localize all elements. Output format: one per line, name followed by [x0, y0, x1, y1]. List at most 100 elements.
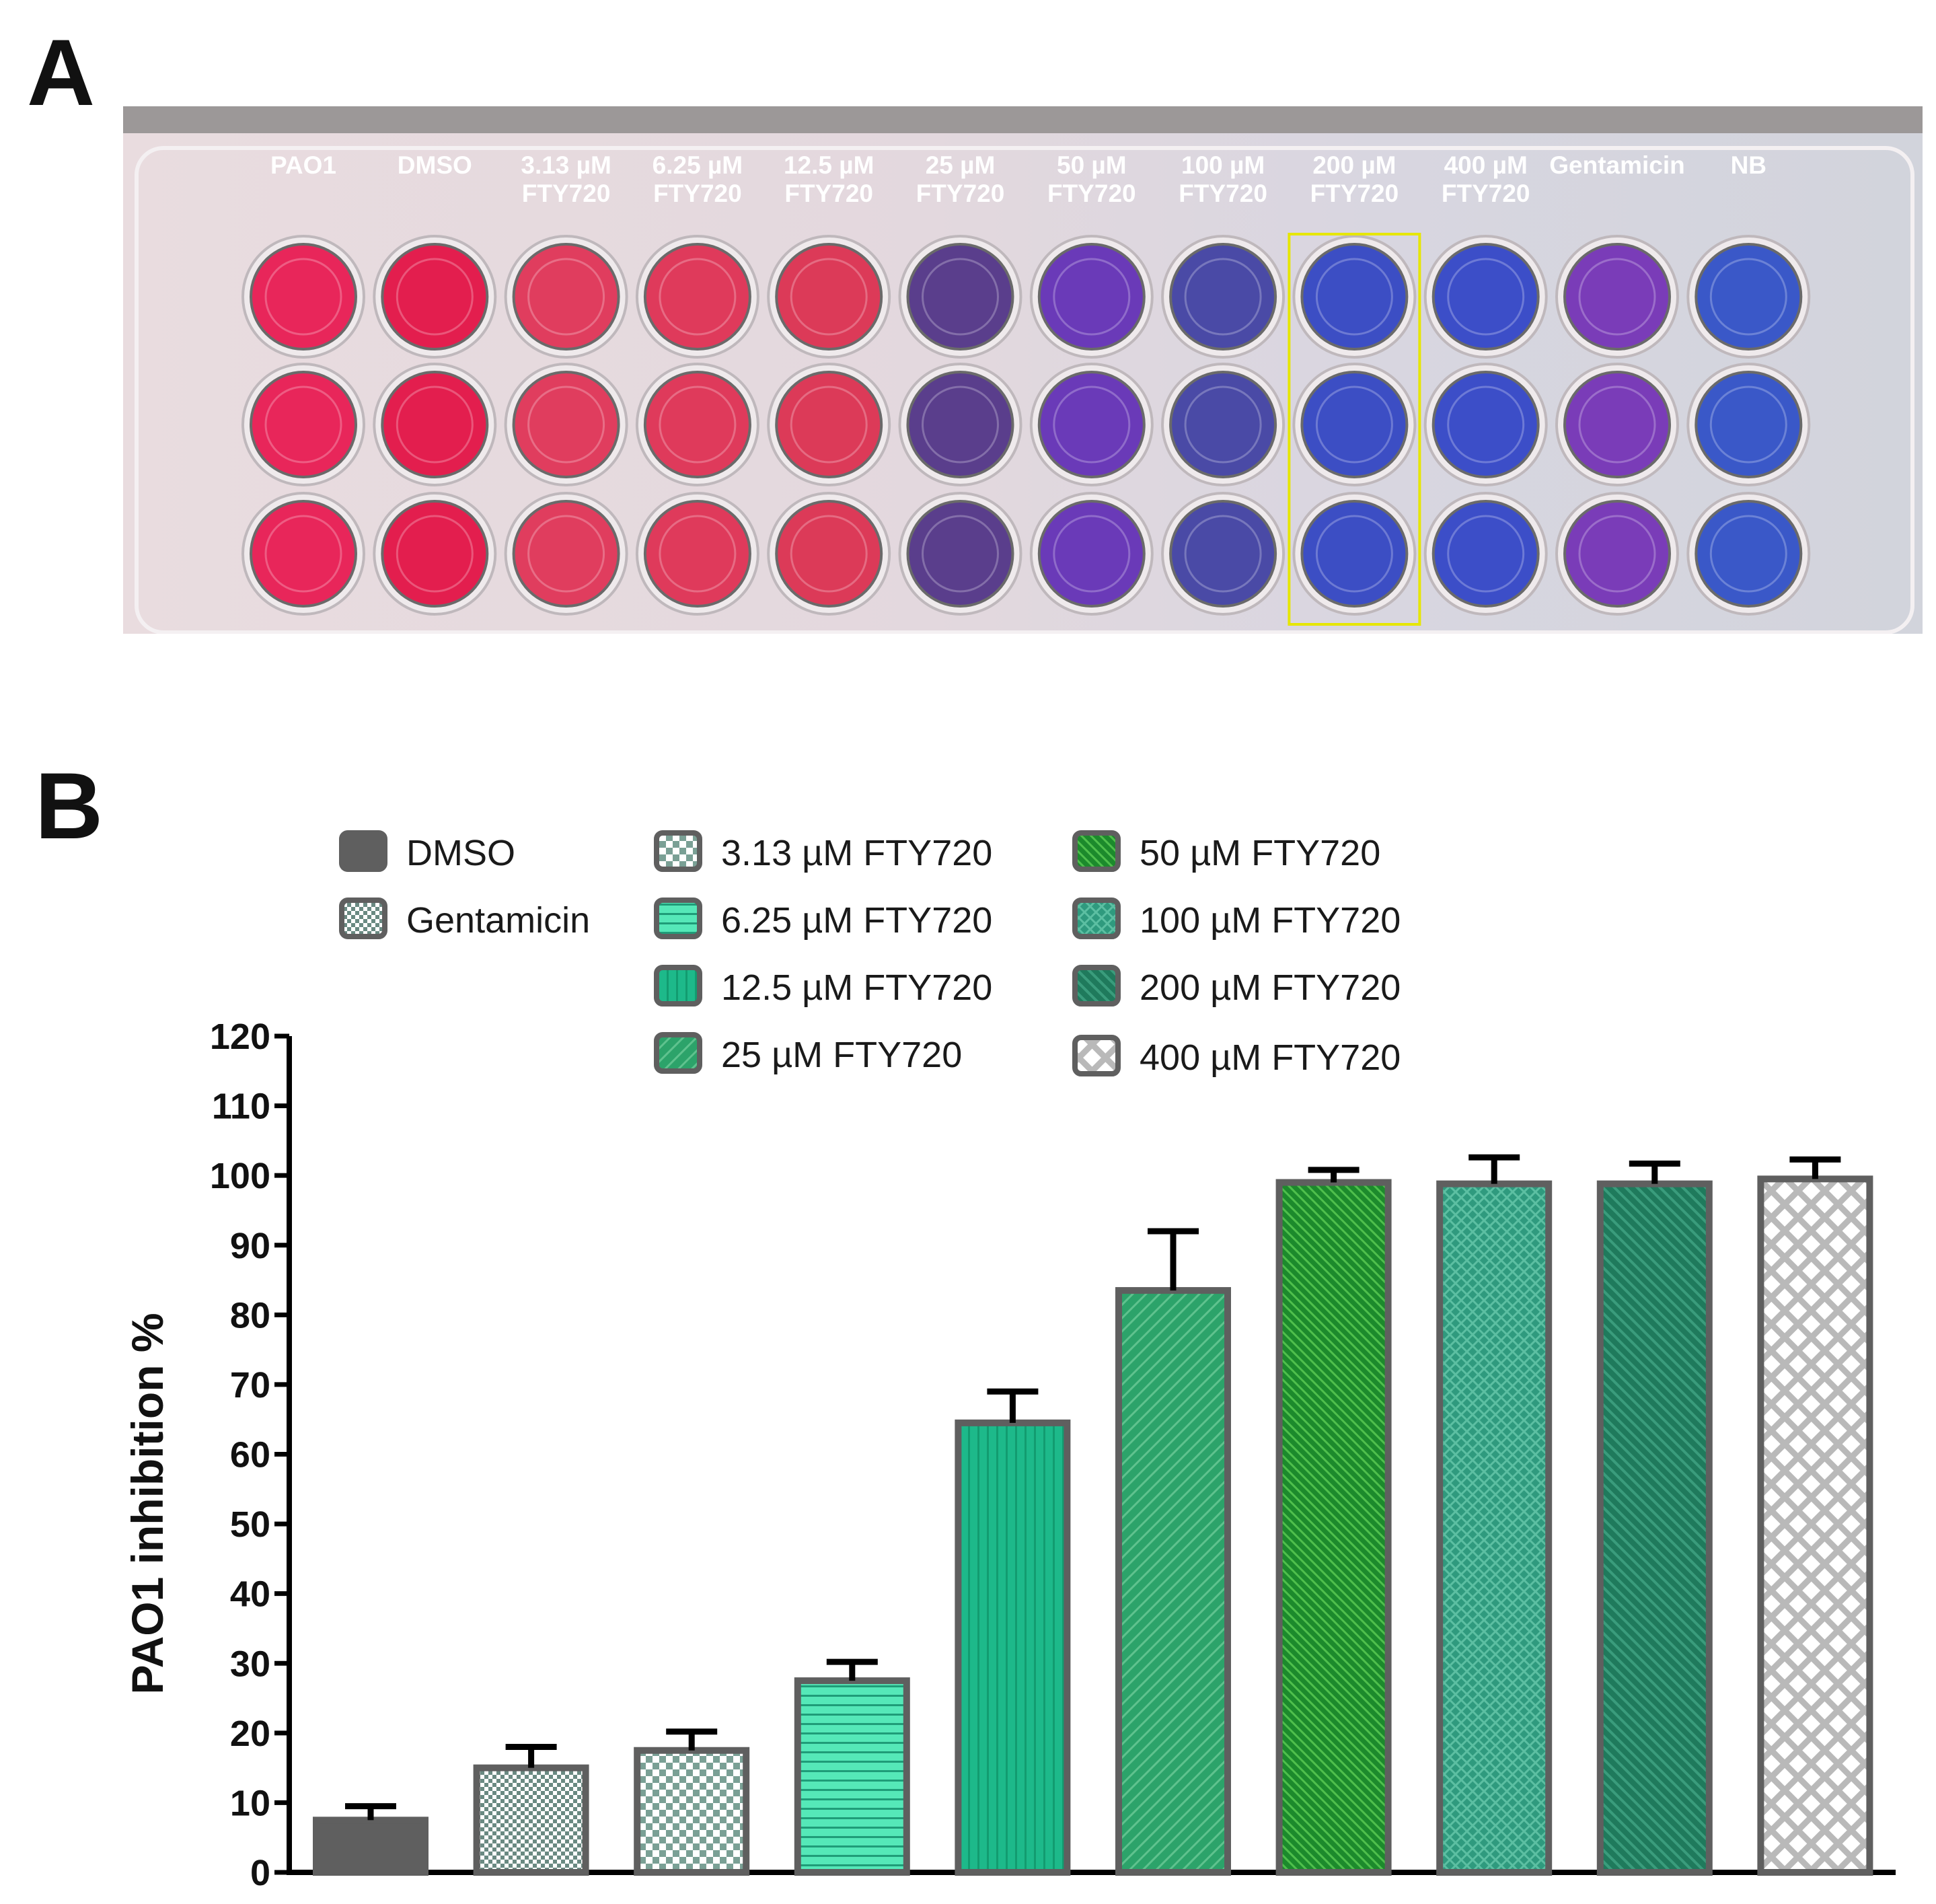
plate-column-label: 400 µM: [1444, 151, 1528, 179]
y-tick-label: 0: [250, 1853, 270, 1893]
well-inner-ring: [264, 258, 342, 336]
plate-column-label: FTY720: [1047, 180, 1136, 207]
well-inner-ring: [790, 386, 868, 464]
well: [383, 503, 486, 605]
bar: [634, 1747, 750, 1876]
well: [1172, 373, 1275, 476]
y-tick-label: 40: [230, 1574, 270, 1615]
plate-column-label: FTY720: [916, 180, 1005, 207]
bar: [473, 1764, 589, 1876]
plate-column-label: FTY720: [1310, 180, 1399, 207]
well: [646, 503, 749, 605]
plate-column-label: 200 µM: [1312, 151, 1396, 179]
well: [1303, 246, 1406, 348]
plate-column-label: FTY720: [784, 180, 873, 207]
plate-column-label: PAO1: [270, 151, 336, 179]
legend-label: 12.5 µM FTY720: [721, 967, 992, 1008]
well-inner-ring: [527, 515, 605, 593]
y-tick-label: 70: [230, 1365, 270, 1405]
well: [515, 503, 618, 605]
plate-column-label: 100 µM: [1181, 151, 1265, 179]
well-inner-ring: [396, 386, 474, 464]
legend-label: 400 µM FTY720: [1140, 1037, 1401, 1078]
legend-label: 25 µM FTY720: [721, 1035, 962, 1075]
well-inner-ring: [1709, 515, 1787, 593]
y-tick-label: 10: [230, 1783, 270, 1823]
legend-label: 100 µM FTY720: [1140, 900, 1401, 941]
highlight-box: [1288, 233, 1421, 626]
well-inner-ring: [264, 515, 342, 593]
well: [515, 373, 618, 476]
bar-chart: DMSO Gentamicin 3.13 µM FTY720 6.25 µM FTY7…: [122, 830, 1896, 1893]
plate-column-label: FTY720: [653, 180, 742, 207]
legend-swatch: [654, 830, 702, 872]
well: [909, 503, 1012, 605]
well: [1434, 246, 1537, 348]
plate-column-label: Gentamicin: [1549, 151, 1685, 179]
y-tick-label: 120: [210, 1017, 270, 1057]
well: [1303, 503, 1406, 605]
well: [252, 373, 355, 476]
legend-swatch: [1072, 830, 1121, 872]
well: [383, 373, 486, 476]
legend-swatch: [654, 898, 702, 939]
well: [646, 373, 749, 476]
legend-label: 3.13 µM FTY720: [721, 833, 992, 873]
y-tick-label: 100: [210, 1156, 270, 1196]
well-inner-ring: [527, 258, 605, 336]
panel-label-a: A: [27, 20, 96, 125]
well-inner-ring: [1315, 515, 1393, 593]
well: [778, 373, 881, 476]
plate-column-label: 12.5 µM: [784, 151, 874, 179]
plate-rim: [135, 146, 1914, 634]
plate-column-label: FTY720: [522, 180, 611, 207]
legend-label: 6.25 µM FTY720: [721, 900, 992, 941]
bar: [1115, 1287, 1231, 1876]
well-inner-ring: [1578, 258, 1656, 336]
y-tick-label: 90: [230, 1226, 270, 1266]
well: [1566, 246, 1668, 348]
well-inner-ring: [1053, 386, 1131, 464]
well-inner-ring: [1709, 258, 1787, 336]
panel-label-b: B: [35, 753, 104, 858]
well-inner-ring: [1447, 386, 1525, 464]
legend-swatch: [654, 965, 702, 1006]
well-inner-ring: [922, 386, 999, 464]
well-inner-ring: [1053, 515, 1131, 593]
bar: [1275, 1179, 1392, 1876]
well-inner-ring: [1447, 258, 1525, 336]
well-plate-photo: PAO1 DMSO 3.13 µM FTY720 6.25 µM FTY720 12.5 µ…: [123, 106, 1923, 634]
well: [778, 503, 881, 605]
well-inner-ring: [790, 258, 868, 336]
well: [252, 246, 355, 348]
well: [1566, 373, 1668, 476]
well-inner-ring: [1578, 515, 1656, 593]
well-inner-ring: [1709, 386, 1787, 464]
bar: [313, 1817, 429, 1876]
well-inner-ring: [922, 515, 999, 593]
well: [1172, 503, 1275, 605]
well-inner-ring: [1447, 515, 1525, 593]
well-inner-ring: [790, 515, 868, 593]
legend-label: 50 µM FTY720: [1140, 833, 1380, 873]
well: [1697, 373, 1800, 476]
well: [646, 246, 749, 348]
y-tick-label: 110: [212, 1087, 270, 1127]
bar: [1596, 1180, 1713, 1876]
y-tick-label: 50: [230, 1504, 270, 1545]
well: [1040, 246, 1143, 348]
well: [252, 503, 355, 605]
y-tick-label: 60: [230, 1435, 270, 1475]
legend-swatch: [1072, 965, 1121, 1006]
plate-column-label: 25 µM: [926, 151, 996, 179]
bar: [794, 1677, 910, 1876]
bar: [1436, 1180, 1553, 1876]
well-inner-ring: [659, 515, 737, 593]
legend-label: 200 µM FTY720: [1140, 967, 1401, 1008]
plate-column-label: FTY720: [1442, 180, 1530, 207]
well: [1697, 246, 1800, 348]
well-inner-ring: [659, 258, 737, 336]
well-inner-ring: [396, 515, 474, 593]
plate-column-label: 6.25 µM: [653, 151, 743, 179]
